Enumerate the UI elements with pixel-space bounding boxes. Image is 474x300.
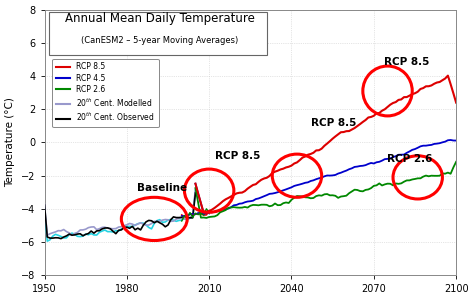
Text: RCP 8.5: RCP 8.5 [384, 57, 429, 67]
Text: Annual Mean Daily Temperature: Annual Mean Daily Temperature [65, 12, 255, 25]
Text: (CanESM2 – 5-year Moving Averages): (CanESM2 – 5-year Moving Averages) [81, 36, 238, 45]
Text: (CanESM2 – 5-year Moving Averages): (CanESM2 – 5-year Moving Averages) [81, 36, 238, 45]
Text: RCP 8.5: RCP 8.5 [310, 118, 356, 128]
Text: Annual Mean Daily Temperature: Annual Mean Daily Temperature [65, 12, 255, 25]
Y-axis label: Temperature (°C): Temperature (°C) [6, 98, 16, 188]
FancyBboxPatch shape [49, 12, 267, 55]
Legend: RCP 8.5, RCP 4.5, RCP 2.6, 20$^{th}$ Cent. Modelled, 20$^{th}$ Cent. Observed: RCP 8.5, RCP 4.5, RCP 2.6, 20$^{th}$ Cen… [53, 58, 158, 127]
Text: RCP 8.5: RCP 8.5 [215, 151, 260, 161]
Text: Baseline: Baseline [137, 183, 188, 193]
Text: RCP 2.6: RCP 2.6 [387, 154, 432, 164]
